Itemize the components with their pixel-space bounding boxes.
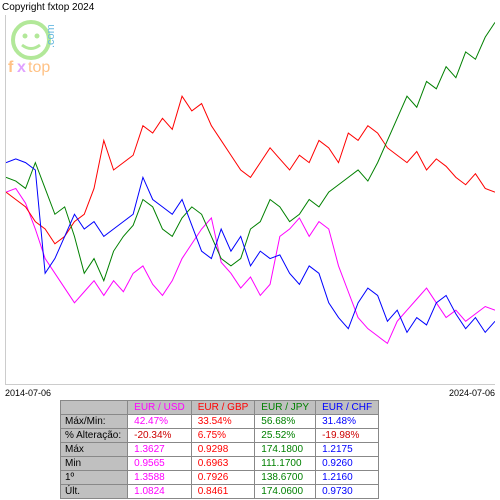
table-cell: 1.0824 [128,485,192,499]
row-label: Máx/Min: [61,415,128,429]
table-cell: 42.47% [128,415,192,429]
table-cell: 31.48% [316,415,379,429]
table-corner [61,401,128,415]
table-cell: 33.54% [191,415,255,429]
col-header: EUR / CHF [316,401,379,415]
table-cell: 0.9298 [191,443,255,457]
table-cell: 1.3588 [128,471,192,485]
table-cell: 0.7926 [191,471,255,485]
table-cell: 1.2175 [316,443,379,457]
table-cell: 138.6700 [255,471,316,485]
row-label: Máx [61,443,128,457]
copyright-text: Copyright fxtop 2024 [2,2,94,13]
col-header: EUR / USD [128,401,192,415]
table-cell: 111.1700 [255,457,316,471]
x-end-date: 2024-07-06 [449,388,495,398]
row-label: 1º [61,471,128,485]
table-cell: 0.8461 [191,485,255,499]
table-cell: -20.34% [128,429,192,443]
table-cell: -19.98% [316,429,379,443]
table-cell: 25.52% [255,429,316,443]
summary-table: EUR / USDEUR / GBPEUR / JPYEUR / CHF Máx/… [60,400,379,499]
col-header: EUR / GBP [191,401,255,415]
row-label: Min [61,457,128,471]
chart-area [5,15,495,385]
table-cell: 0.9565 [128,457,192,471]
table-cell: 6.75% [191,429,255,443]
x-start-date: 2014-07-06 [5,388,51,398]
table-cell: 1.2160 [316,471,379,485]
table-cell: 56.68% [255,415,316,429]
series-eur-jpy [6,22,495,280]
table-cell: 0.9260 [316,457,379,471]
table-cell: 0.6963 [191,457,255,471]
table-cell: 174.0600 [255,485,316,499]
table-cell: 174.1800 [255,443,316,457]
series-eur-chf [6,159,495,332]
chart-svg [6,15,495,384]
col-header: EUR / JPY [255,401,316,415]
table-cell: 0.9730 [316,485,379,499]
table-cell: 1.3627 [128,443,192,457]
row-label: % Alteração: [61,429,128,443]
row-label: Últ. [61,485,128,499]
